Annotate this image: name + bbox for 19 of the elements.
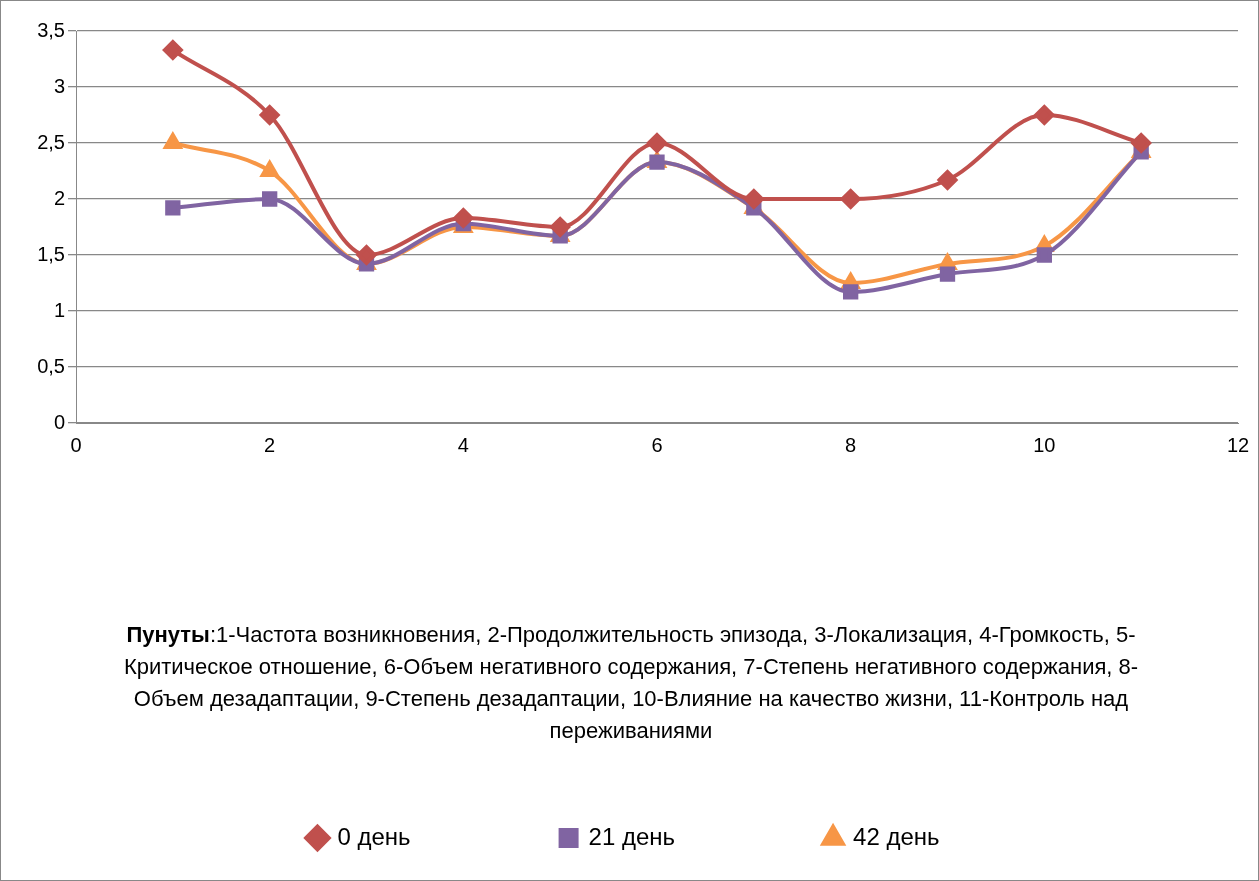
y-tick-label: 0,5 <box>37 354 65 377</box>
x-tick-label: 8 <box>845 433 857 456</box>
legend-label: 42 день <box>853 822 940 850</box>
x-tick-label: 2 <box>264 433 276 456</box>
text: Пунуты:1-Частота возникновения, 2-Продолжительность эпизода, 3-Локализация, 4-Громкость, 5-Критическое отношение, 6-Объем негативного содержания, 7-Степень негативного содержания, 8-Объем дезадаптации, 9-Степень дезадаптации, 10-Влияние на качество жизни, 11-Контроль над переживаниями <box>122 621 1140 745</box>
y-tick-label: 1,5 <box>37 242 65 265</box>
y-tick-label: 0 <box>53 410 65 433</box>
y-tick-label: 2 <box>53 186 65 209</box>
x-tick-label: 12 <box>1226 433 1250 456</box>
x-tick-label: 4 <box>457 433 469 456</box>
y-tick-label: 2,5 <box>37 130 65 153</box>
x-tick-label: 0 <box>70 433 82 456</box>
x-tick-label: 6 <box>651 433 663 456</box>
legend-label: 0 день <box>337 822 411 850</box>
x-tick-label: 10 <box>1033 433 1056 456</box>
y-tick-label: 3 <box>53 74 65 97</box>
legend-label: 21 день <box>588 822 676 850</box>
y-tick-label: 3,5 <box>37 18 65 41</box>
y-tick-label: 1 <box>53 298 65 321</box>
